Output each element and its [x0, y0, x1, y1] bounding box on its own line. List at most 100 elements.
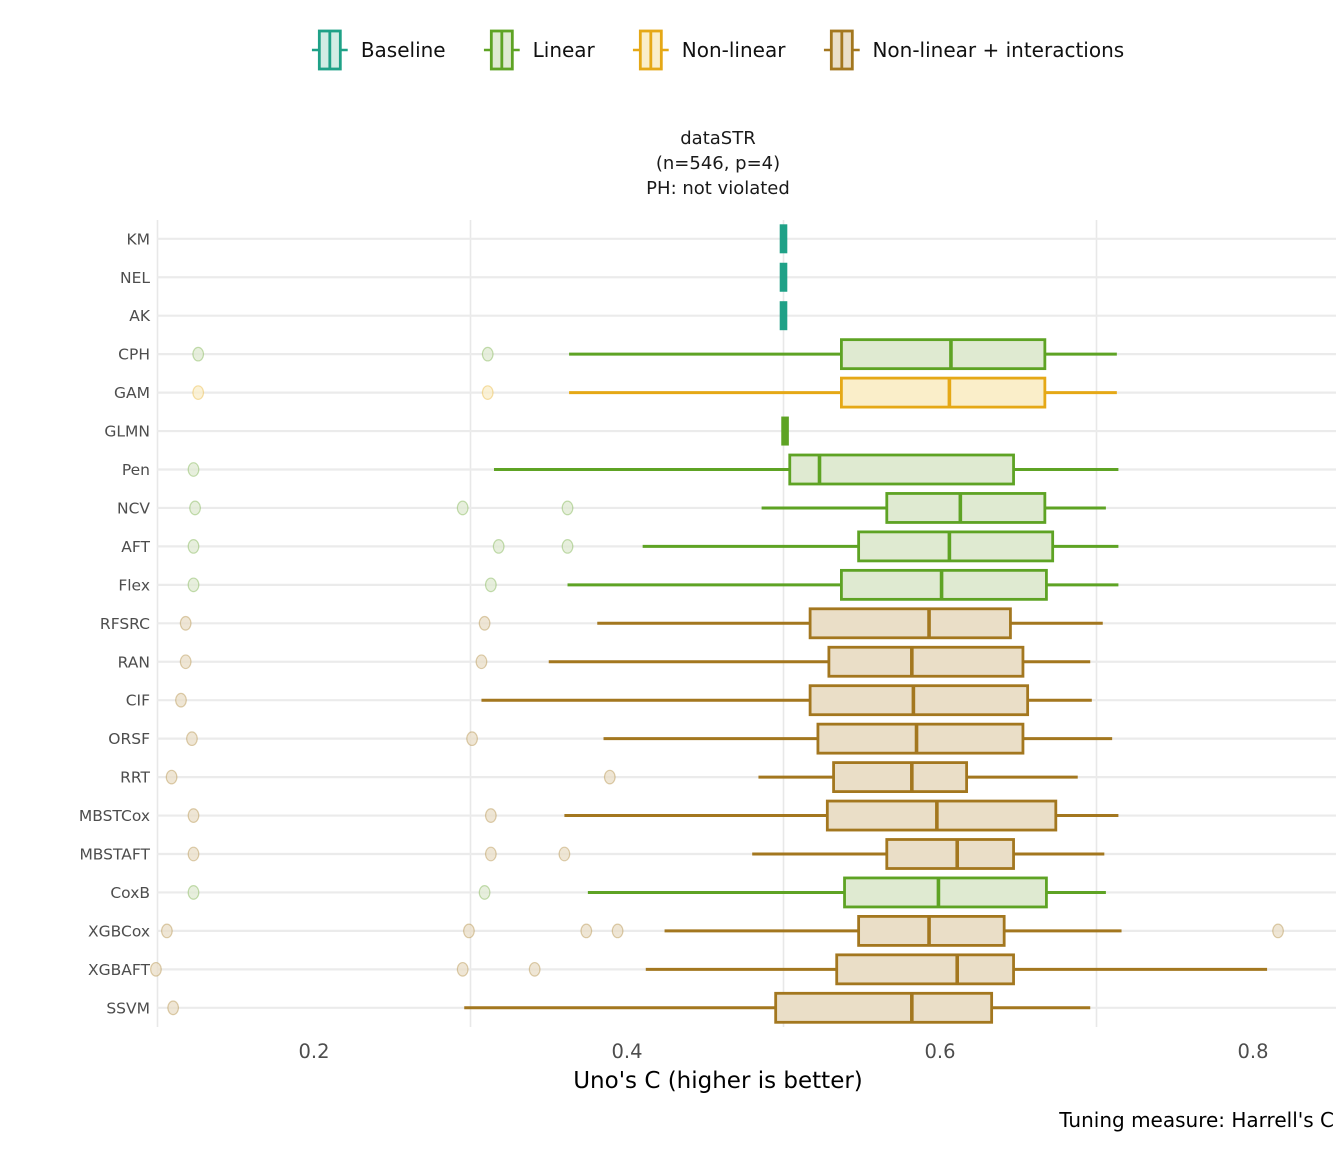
box-NCV	[885, 492, 1047, 524]
outlier-CPH-0	[192, 346, 205, 362]
legend-item-linear: Linear	[483, 26, 595, 74]
outlier-GAM-0	[192, 385, 205, 401]
y-label-SSVM: SSVM	[106, 999, 150, 1017]
legend-label: Linear	[532, 38, 595, 62]
outlier-XGBAFT-1	[456, 961, 469, 977]
y-label-MBSTAFT: MBSTAFT	[79, 846, 150, 864]
outlier-MBSTAFT-2	[558, 846, 571, 862]
outlier-ORSF-0	[186, 731, 198, 747]
box-AFT	[857, 530, 1055, 563]
y-label-CPH: CPH	[118, 346, 150, 364]
outlier-MBSTCox-0	[187, 808, 200, 823]
boxplot-key-icon	[632, 29, 669, 71]
outlier-ORSF-1	[466, 731, 478, 747]
outlier-AFT-2	[561, 539, 574, 554]
y-label-NEL: NEL	[120, 269, 150, 287]
box-MBSTCox	[825, 799, 1058, 832]
box-XGBAFT	[835, 953, 1015, 986]
title-line-ph: PH: not violated	[646, 178, 790, 199]
boxplot-key-icon	[823, 29, 860, 71]
y-label-MBSTCox: MBSTCox	[79, 807, 150, 825]
outlier-GAM-1	[481, 385, 494, 401]
box-RFSRC	[808, 607, 1012, 640]
x-tick-label-0.8: 0.8	[1237, 1040, 1268, 1063]
outlier-Flex-1	[484, 577, 497, 593]
outlier-XGBCox-4	[1272, 923, 1284, 939]
legend-label: Non-linear + interactions	[872, 38, 1125, 62]
outlier-MBSTAFT-0	[187, 846, 200, 862]
degenerate-box-KM	[779, 224, 788, 254]
box-Flex	[840, 568, 1048, 601]
outlier-CoxB-1	[478, 885, 491, 900]
outlier-XGBCox-2	[580, 923, 593, 939]
outlier-MBSTAFT-1	[484, 846, 497, 862]
legend-item-non-linear-interactions: Non-linear + interactions	[823, 26, 1124, 74]
y-label-RAN: RAN	[118, 653, 150, 671]
outlier-Flex-0	[187, 577, 200, 593]
degenerate-box-NEL	[779, 262, 788, 292]
outlier-AFT-0	[187, 539, 200, 554]
y-label-CoxB: CoxB	[110, 884, 150, 902]
outlier-XGBAFT-2	[528, 961, 541, 977]
boxplot-key-icon	[483, 29, 520, 71]
box-CoxB	[843, 876, 1048, 909]
boxplot-key-icon	[311, 29, 348, 71]
outlier-RAN-1	[475, 654, 488, 670]
y-label-Pen: Pen	[122, 461, 150, 479]
x-tick-label-0.4: 0.4	[611, 1040, 642, 1063]
outlier-Pen-0	[187, 462, 200, 477]
box-XGBCox	[857, 915, 1006, 947]
box-GAM	[840, 376, 1047, 409]
outlier-SSVM-0	[167, 1000, 180, 1016]
outlier-RFSRC-1	[478, 615, 491, 631]
y-label-AFT: AFT	[121, 538, 150, 556]
outlier-RAN-0	[179, 654, 192, 670]
x-axis-title: Uno's C (higher is better)	[573, 1068, 863, 1094]
box-Pen	[788, 453, 1015, 486]
outlier-RRT-0	[165, 769, 178, 785]
legend-item-baseline: Baseline	[311, 26, 446, 74]
box-CPH	[840, 338, 1047, 371]
y-label-GLMN: GLMN	[104, 423, 150, 441]
box-RRT	[832, 761, 969, 793]
y-label-NCV: NCV	[117, 499, 150, 517]
outlier-XGBCox-1	[463, 923, 475, 939]
y-label-RFSRC: RFSRC	[100, 615, 150, 633]
outlier-XGBCox-0	[160, 923, 173, 939]
outlier-XGBAFT-0	[150, 961, 162, 977]
title-line-dataset: dataSTR	[680, 128, 756, 149]
outlier-CoxB-0	[187, 885, 200, 900]
degenerate-box-GLMN	[781, 416, 789, 446]
x-tick-label-0.6: 0.6	[924, 1040, 955, 1063]
legend-label: Baseline	[360, 38, 446, 62]
outlier-NCV-2	[561, 500, 574, 516]
y-label-AK: AK	[129, 307, 151, 325]
outlier-NCV-0	[189, 500, 201, 516]
legend: Baseline Linear Non-linear Non-linear + …	[311, 26, 1124, 74]
legend-label: Non-linear	[681, 38, 786, 62]
x-tick-label-0.2: 0.2	[298, 1040, 329, 1063]
outlier-CPH-1	[481, 346, 494, 362]
outlier-MBSTCox-1	[484, 808, 497, 823]
outlier-AFT-1	[492, 539, 505, 554]
box-RAN	[827, 645, 1025, 678]
box-ORSF	[816, 722, 1025, 755]
y-label-RRT: RRT	[120, 769, 150, 787]
y-label-CIF: CIF	[126, 692, 150, 710]
plot-title: dataSTR (n=546, p=4) PH: not violated	[646, 126, 790, 201]
y-label-ORSF: ORSF	[108, 730, 150, 748]
box-SSVM	[774, 991, 994, 1024]
y-label-Flex: Flex	[118, 576, 150, 594]
box-CIF	[808, 684, 1030, 717]
y-label-XGBCox: XGBCox	[88, 922, 150, 940]
outlier-CIF-0	[175, 692, 187, 708]
y-label-XGBAFT: XGBAFT	[88, 961, 151, 979]
degenerate-box-AK	[779, 301, 788, 331]
outlier-RRT-1	[603, 769, 616, 785]
outlier-RFSRC-0	[179, 615, 192, 631]
title-line-dims: (n=546, p=4)	[655, 153, 781, 174]
caption-tuning-measure: Tuning measure: Harrell's C	[1059, 1108, 1334, 1132]
box-MBSTAFT	[885, 838, 1015, 870]
y-label-KM: KM	[126, 230, 150, 248]
